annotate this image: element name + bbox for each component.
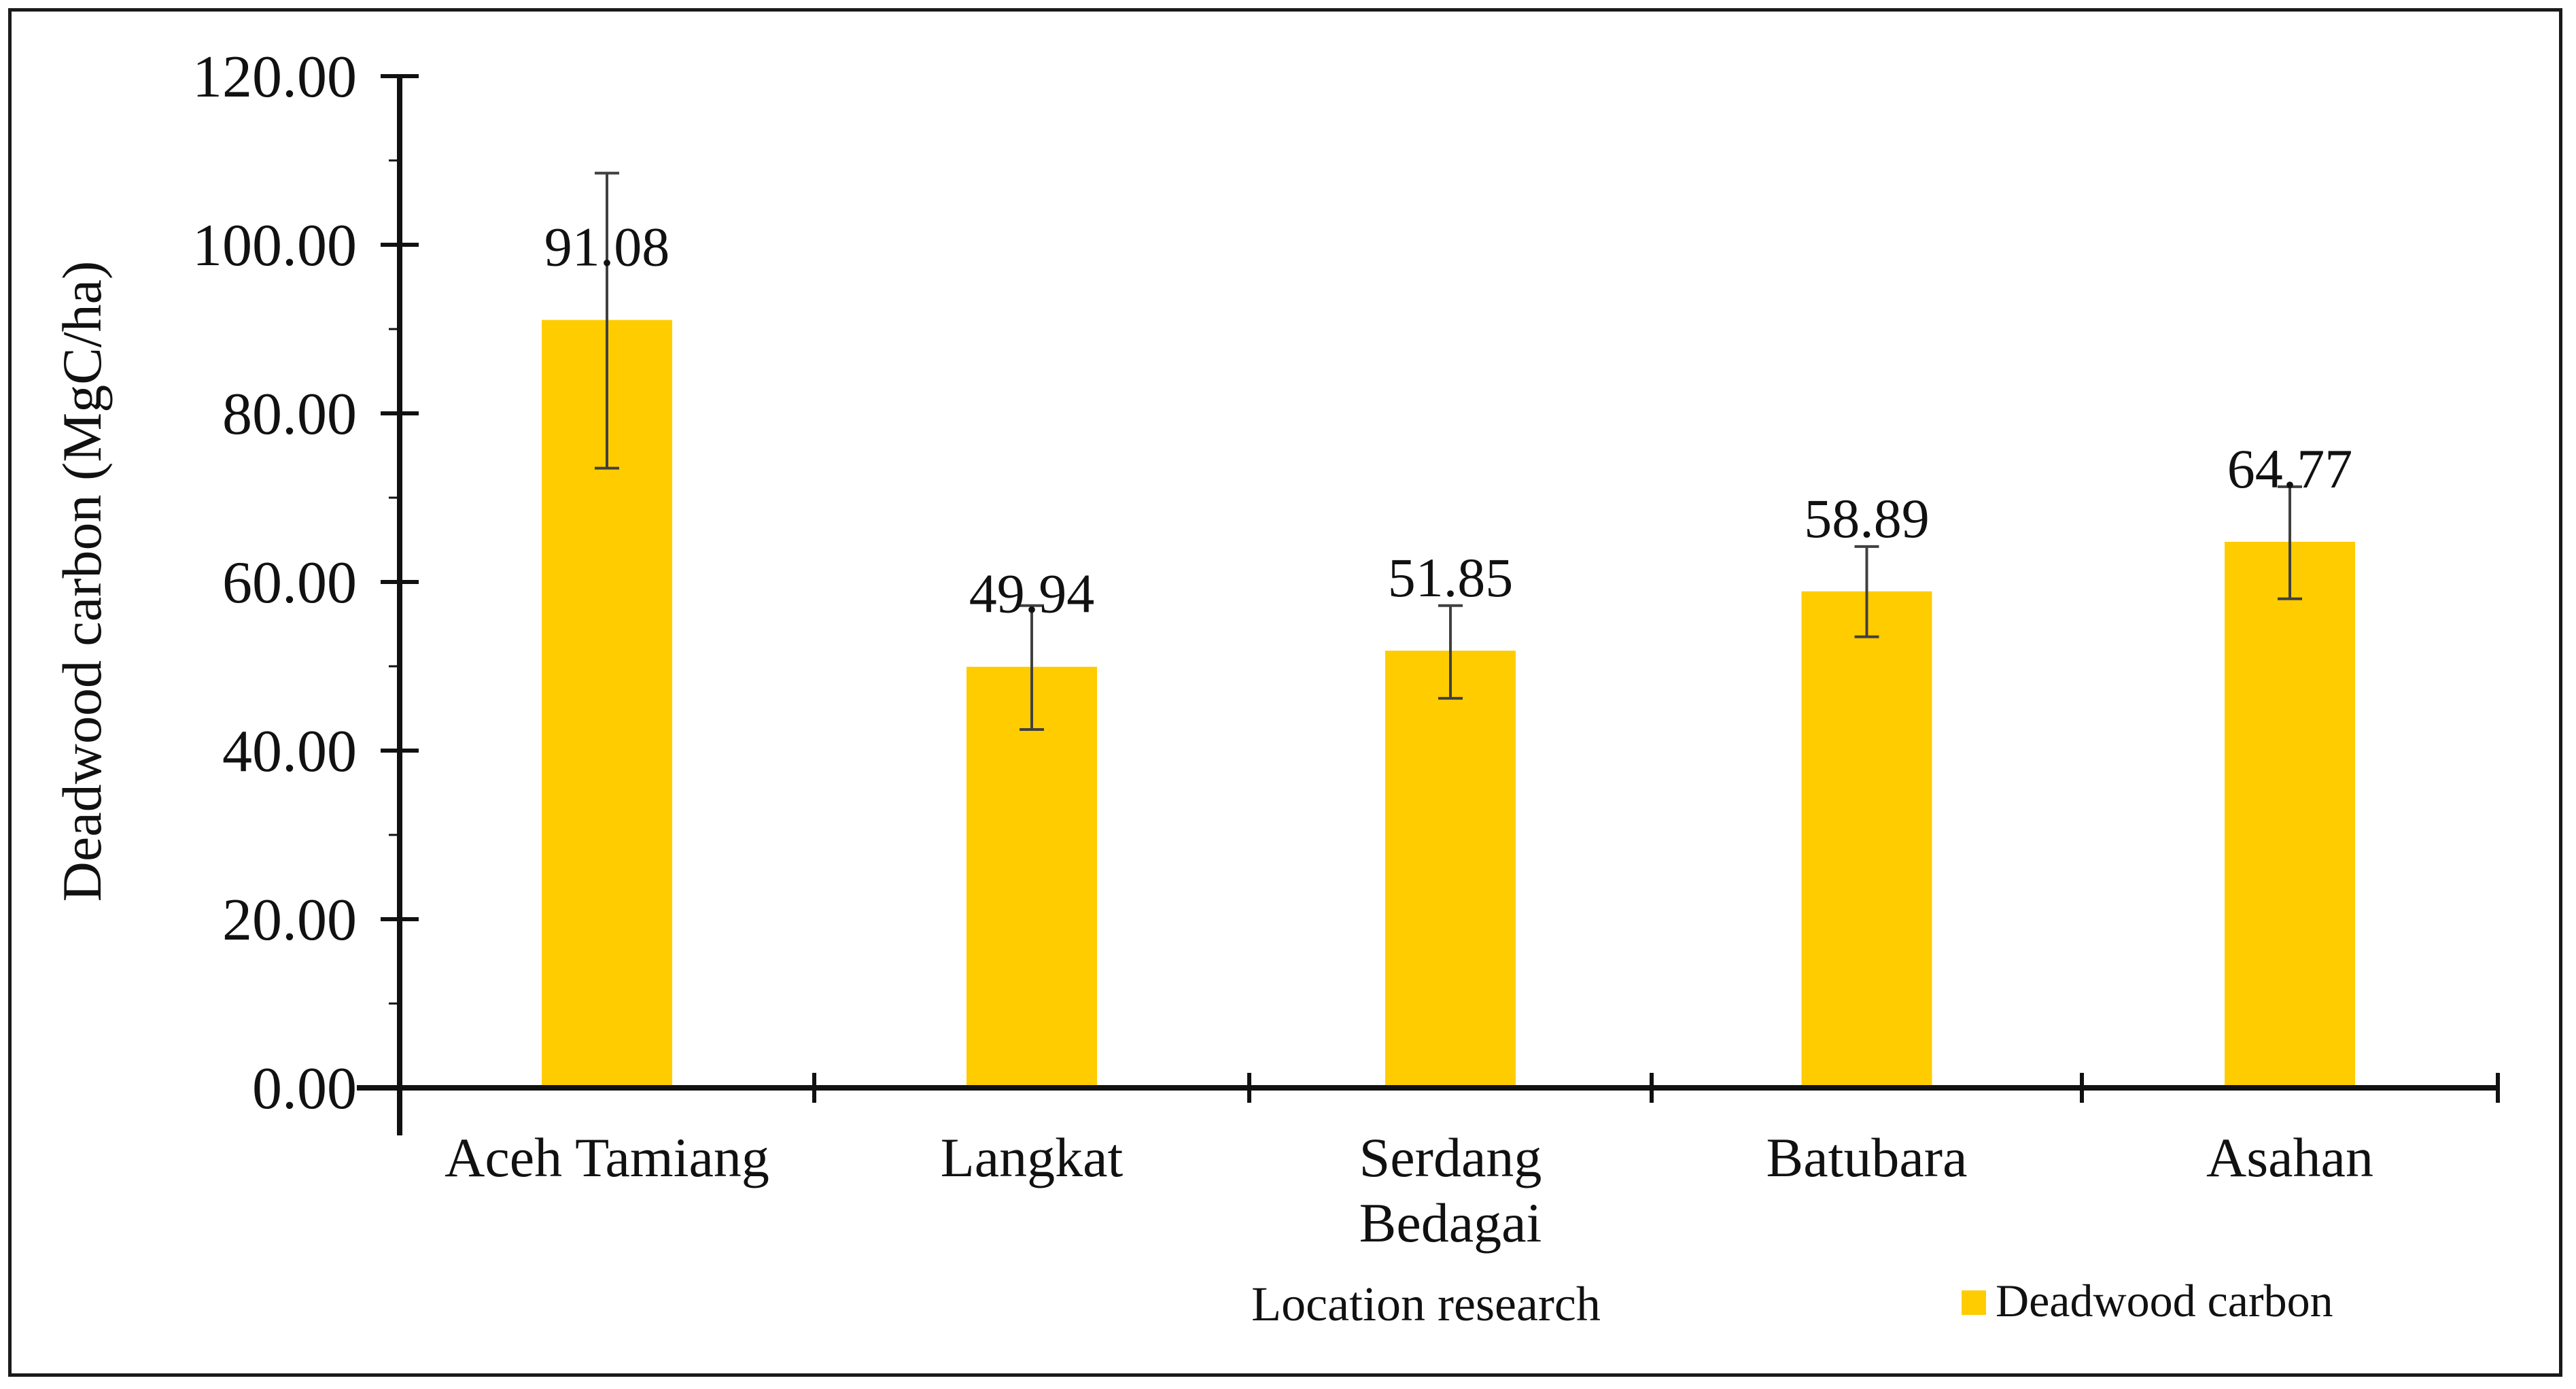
- x-axis-title: Location research: [1251, 1277, 1601, 1331]
- legend: Deadwood carbon: [1962, 1275, 2333, 1326]
- bar-langkat: [967, 666, 1097, 1088]
- x-tick-label: Serdang Bedagai: [1359, 1127, 1542, 1254]
- bar-serdang-bedagai: [1385, 651, 1516, 1088]
- y-tick-label: 60.00: [222, 550, 357, 616]
- data-label: 58.89: [1804, 487, 1930, 549]
- error-bars-layer: [595, 171, 2302, 731]
- bars-layer: [542, 320, 2355, 1088]
- data-label: 91.08: [544, 216, 670, 278]
- error-bar: [2278, 485, 2302, 600]
- y-tick-label: 100.00: [192, 213, 357, 279]
- y-tick-label: 80.00: [222, 381, 357, 447]
- x-ticks-layer: Aceh Tamiang Langkat Serdang Bedagai Batubar…: [398, 1073, 2500, 1254]
- data-labels-layer: 91.08 49.94 51.85 58.89 64.77: [544, 216, 2353, 625]
- data-label: 49.94: [969, 563, 1095, 625]
- bar-asahan: [2225, 541, 2355, 1088]
- y-tick-label: 120.00: [192, 44, 357, 110]
- error-bar: [1020, 604, 1044, 731]
- x-tick-label: Asahan: [2206, 1127, 2373, 1188]
- error-bar: [1854, 545, 1879, 638]
- bar-batubara: [1801, 591, 1932, 1088]
- y-tick-label: 20.00: [222, 887, 357, 953]
- x-tick-label: Langkat: [941, 1127, 1124, 1188]
- legend-swatch: [1962, 1290, 1986, 1315]
- y-tick-label: 0.00: [252, 1056, 357, 1122]
- y-ticks-layer: 0.00 20.00 40.00 60.00 80.00 100.00 120.00: [192, 44, 419, 1122]
- chart-frame: [8, 8, 2562, 1377]
- legend-label: Deadwood carbon: [1996, 1275, 2333, 1326]
- data-label: 64.77: [2227, 438, 2353, 500]
- error-bar: [1438, 604, 1463, 700]
- axes-layer: [357, 76, 2498, 1135]
- data-label: 51.85: [1388, 547, 1514, 608]
- error-bar: [595, 171, 619, 470]
- y-tick-label: 40.00: [222, 719, 357, 785]
- x-tick-label: Batubara: [1766, 1127, 1968, 1188]
- x-tick-label: Aceh Tamiang: [445, 1127, 769, 1188]
- y-axis-title: Deadwood carbon (MgC/ha): [51, 261, 113, 902]
